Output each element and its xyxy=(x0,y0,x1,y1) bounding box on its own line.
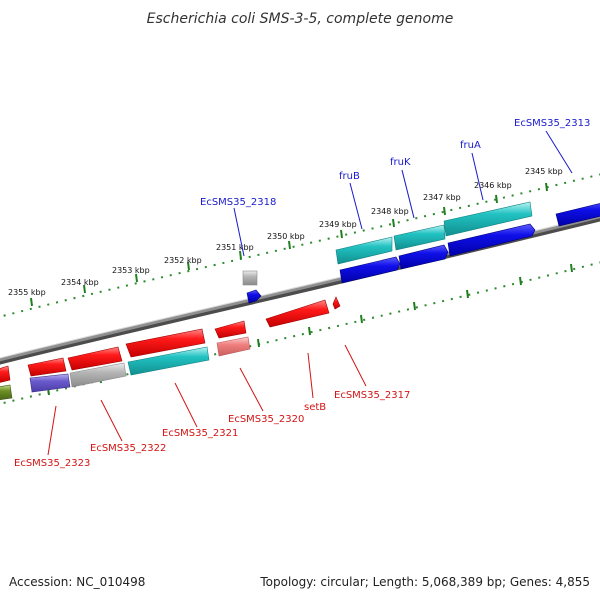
outer-leader-lines xyxy=(233,130,573,257)
gene-fruB xyxy=(335,236,393,265)
tick-label: 2349 kbp xyxy=(319,220,357,229)
gene-ecsms35-2323-purple xyxy=(29,373,71,393)
label-ecsms35-2318: EcSMS35_2318 xyxy=(200,197,276,208)
gene-fruA-cyan xyxy=(443,201,533,237)
label-ecsms35-2317: EcSMS35_2317 xyxy=(334,390,410,401)
tick-2352 xyxy=(187,261,190,271)
outer-major-ticks xyxy=(30,182,548,307)
reverse-secondary-genes xyxy=(0,336,251,401)
tick-2349 xyxy=(340,229,343,239)
leader-ecsms35-2321 xyxy=(174,382,198,428)
gene-ecsms35-2322 xyxy=(67,346,123,371)
leader-ecsms35-2323 xyxy=(47,405,57,456)
tick-2345 xyxy=(545,182,548,192)
leader-ecsms35-2317 xyxy=(344,344,367,387)
label-ecsms35-2323: EcSMS35_2323 xyxy=(14,458,90,469)
inner-tick xyxy=(570,263,573,273)
tick-label: 2345 kbp xyxy=(525,167,563,176)
gene-ecsms35-2318-gray xyxy=(242,270,258,286)
tick-2350 xyxy=(288,240,291,250)
leader-ecsms35-2320 xyxy=(239,367,264,412)
outer-scale-track xyxy=(0,173,600,318)
gene-ecsms35-2318-gray-group xyxy=(242,270,258,286)
label-fruA: fruA xyxy=(460,140,481,151)
gene-fruK-blue xyxy=(398,244,449,270)
gene-ecsms35-2320 xyxy=(214,320,247,339)
inner-tick xyxy=(308,326,311,336)
inner-tick xyxy=(257,338,260,348)
leader-ecsms35-2318 xyxy=(233,207,245,257)
tick-label: 2352 kbp xyxy=(164,256,202,265)
tick-label: 2346 kbp xyxy=(474,181,512,190)
outer-gene-labels: EcSMS35_2313 fruA fruK fruB EcSMS35_2318 xyxy=(200,118,590,208)
tick-label: 2353 kbp xyxy=(112,266,150,275)
inner-tick xyxy=(413,301,416,311)
inner-tick xyxy=(519,276,522,286)
leader-ecsms35-2313 xyxy=(545,130,573,174)
label-setB: setB xyxy=(304,402,326,413)
inner-gene-labels: EcSMS35_2317 setB EcSMS35_2320 EcSMS35_2… xyxy=(14,390,410,469)
tick-label: 2347 kbp xyxy=(423,193,461,202)
gene-fruK xyxy=(393,224,446,251)
gene-ecsms35-2318-blue xyxy=(246,289,262,304)
inner-tick xyxy=(360,314,363,324)
tick-label: 2350 kbp xyxy=(267,232,305,241)
leader-fruA xyxy=(471,152,484,201)
tick-label: 2355 kbp xyxy=(8,288,46,297)
label-fruB: fruB xyxy=(339,171,360,182)
tick-2346 xyxy=(495,194,498,204)
label-ecsms35-2313: EcSMS35_2313 xyxy=(514,118,590,129)
gene-ecsms35-2317 xyxy=(332,296,341,310)
gene-ecsms35-2322-gray xyxy=(69,362,127,388)
tick-label: 2351 kbp xyxy=(216,243,254,252)
tick-2354 xyxy=(83,284,86,294)
label-ecsms35-2321: EcSMS35_2321 xyxy=(162,428,238,439)
tick-2348 xyxy=(392,218,395,228)
forward-cyan-genes xyxy=(335,201,533,265)
gene-setB xyxy=(265,299,330,328)
tick-label: 2348 kbp xyxy=(371,207,409,216)
gene-fruA-blue xyxy=(447,223,536,257)
gene-fruB-blue xyxy=(339,256,401,284)
gene-ecsms35-2321 xyxy=(125,328,206,358)
tick-2353 xyxy=(135,273,138,283)
genome-summary-text: Topology: circular; Length: 5,068,389 bp… xyxy=(259,575,590,589)
gene-ecsms35-2313-blue xyxy=(555,203,600,227)
tick-2355 xyxy=(30,297,33,307)
label-ecsms35-2320: EcSMS35_2320 xyxy=(228,414,304,425)
gene-ecsms35-2320-pink xyxy=(216,336,251,357)
leader-setB xyxy=(307,352,314,399)
gene-edge-left-red xyxy=(0,365,11,383)
reverse-red-genes xyxy=(0,296,341,383)
leader-ecsms35-2322 xyxy=(100,399,123,442)
inner-leader-lines xyxy=(47,344,367,456)
label-ecsms35-2322: EcSMS35_2322 xyxy=(90,443,166,454)
forward-blue-genes xyxy=(246,203,600,304)
leader-fruK xyxy=(401,169,415,219)
gene-ecsms35-2323 xyxy=(27,357,67,377)
map-title: Escherichia coli SMS-3-5, complete genom… xyxy=(147,11,454,27)
tick-label: 2354 kbp xyxy=(61,278,99,287)
inner-tick xyxy=(466,289,469,299)
tick-2351 xyxy=(239,250,242,260)
gene-ecsms35-2321-cyan xyxy=(127,346,210,376)
tick-2347 xyxy=(443,206,446,216)
gene-edge-left-olive xyxy=(0,384,13,401)
tick-labels: 2345 kbp 2346 kbp 2347 kbp 2348 kbp 2349… xyxy=(8,167,563,297)
accession-text: Accession: NC_010498 xyxy=(9,575,145,589)
label-fruK: fruK xyxy=(390,157,411,168)
leader-fruB xyxy=(349,182,363,230)
